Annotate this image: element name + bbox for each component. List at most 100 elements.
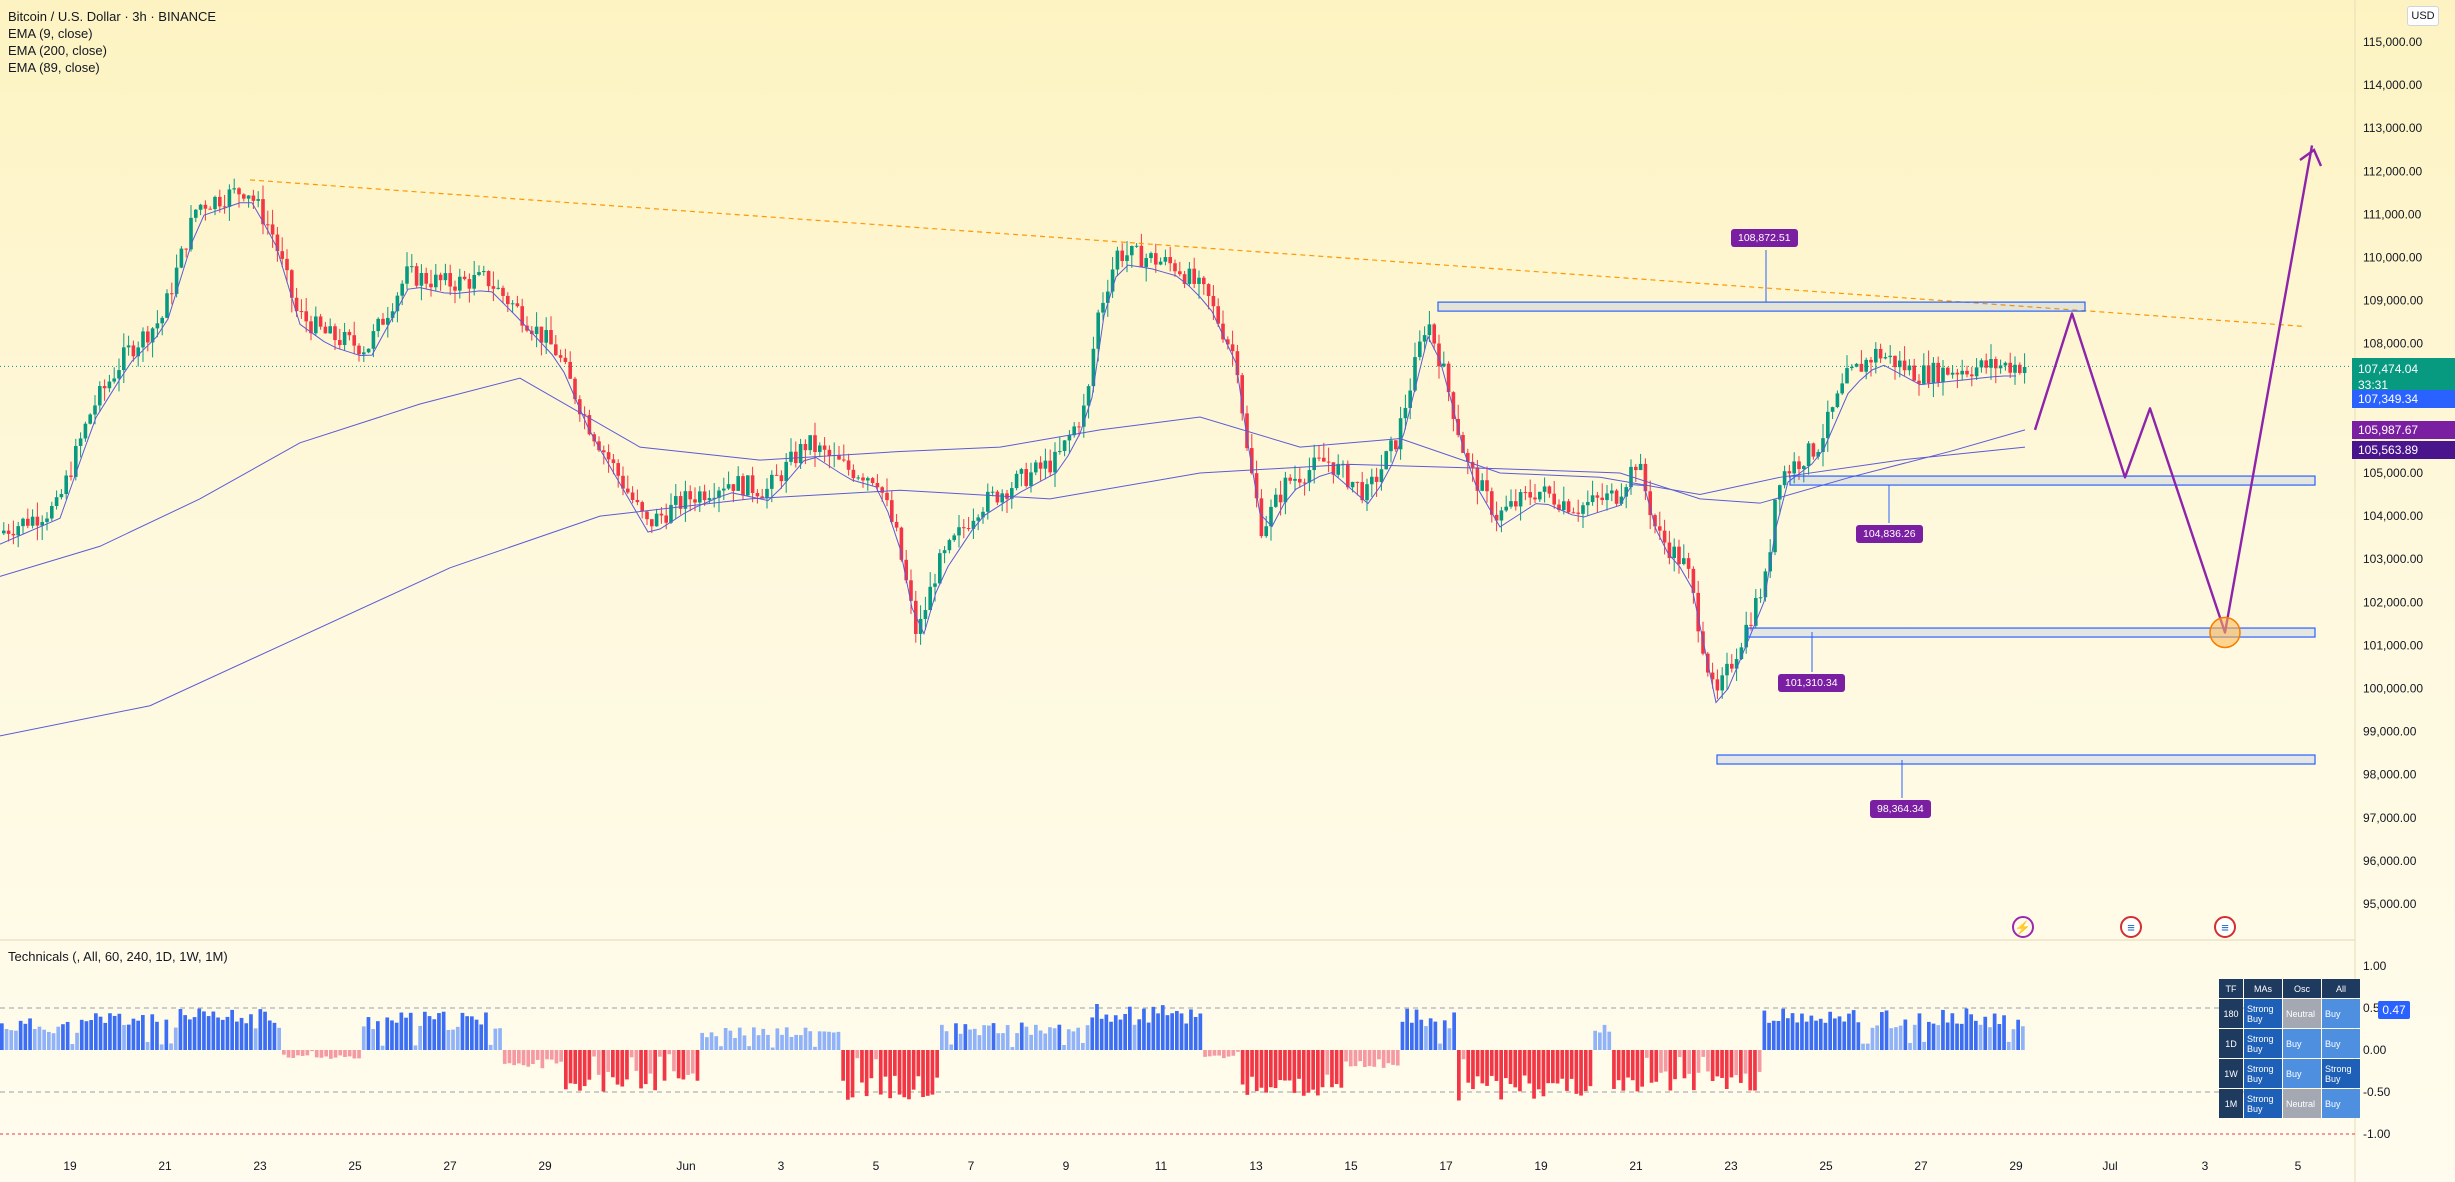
histogram-bar bbox=[479, 1024, 484, 1050]
histogram-bar bbox=[1781, 1008, 1785, 1050]
candle-body bbox=[1374, 476, 1379, 482]
projection-arrowhead bbox=[2299, 148, 2323, 167]
histogram-bar bbox=[1292, 1050, 1297, 1093]
candle-body bbox=[1278, 494, 1283, 503]
histogram-bar bbox=[1363, 1050, 1367, 1067]
candle-body bbox=[410, 266, 414, 268]
histogram-bar bbox=[719, 1046, 723, 1050]
histogram-bar bbox=[126, 1024, 131, 1050]
histogram-bar bbox=[1941, 1009, 1945, 1050]
us-flag-event-icon[interactable]: ≡ bbox=[2120, 916, 2142, 938]
histogram-bar bbox=[766, 1034, 770, 1050]
histogram-bar bbox=[1645, 1050, 1649, 1058]
candle-body bbox=[1240, 375, 1244, 414]
time-axis-label: 17 bbox=[1439, 1159, 1453, 1173]
candle-body bbox=[314, 316, 318, 334]
candle-body bbox=[366, 348, 371, 353]
histogram-bar bbox=[512, 1050, 516, 1066]
technicals-indicator-label[interactable]: Technicals (, All, 60, 240, 1D, 1W, 1M) bbox=[8, 949, 228, 964]
candle-body bbox=[1360, 482, 1364, 501]
histogram-bar bbox=[545, 1050, 549, 1060]
histogram-bar bbox=[662, 1050, 667, 1081]
candle-body bbox=[424, 273, 428, 284]
histogram-bar bbox=[1287, 1050, 1292, 1081]
histogram-bar bbox=[1654, 1050, 1659, 1082]
candle-body bbox=[1552, 493, 1556, 505]
candle-body bbox=[1139, 245, 1144, 268]
candle-body bbox=[126, 345, 131, 348]
histogram-bar bbox=[225, 1016, 230, 1050]
histogram-bar bbox=[1668, 1050, 1673, 1091]
candle-body bbox=[1283, 477, 1288, 503]
candle-body bbox=[1432, 324, 1436, 344]
candle-body bbox=[578, 399, 582, 415]
histogram-bar bbox=[1776, 1021, 1781, 1050]
candle-body bbox=[1691, 568, 1696, 593]
table-row: 1D Strong Buy Buy Buy bbox=[2219, 1029, 2360, 1058]
histogram-bar bbox=[535, 1050, 540, 1060]
candle-body bbox=[1370, 476, 1374, 485]
candle-body bbox=[1398, 418, 1403, 450]
level-badge-1[interactable]: 108,872.51 bbox=[1731, 229, 1798, 247]
histogram-bar bbox=[972, 1028, 977, 1050]
histogram-bar bbox=[4, 1029, 9, 1050]
currency-button[interactable]: USD bbox=[2407, 6, 2439, 26]
candle-body bbox=[54, 497, 59, 507]
candle-body bbox=[712, 497, 716, 499]
candle-body bbox=[904, 559, 908, 581]
histogram-bar bbox=[526, 1050, 531, 1067]
candle-body bbox=[1874, 348, 1878, 363]
histogram-bar bbox=[28, 1018, 32, 1050]
histogram-bar bbox=[1795, 1022, 1800, 1050]
candle-body bbox=[1221, 323, 1225, 340]
symbol-title[interactable]: Bitcoin / U.S. Dollar · 3h · BINANCE bbox=[8, 9, 217, 24]
histogram-bar bbox=[601, 1050, 606, 1092]
candle-body bbox=[362, 352, 366, 355]
us-flag-event-icon[interactable]: ≡ bbox=[2214, 916, 2236, 938]
candle-body bbox=[1043, 460, 1048, 469]
histogram-bar bbox=[502, 1050, 507, 1064]
histogram-bar bbox=[32, 1029, 37, 1050]
histogram-bar bbox=[1400, 1021, 1405, 1050]
candle-body bbox=[294, 297, 299, 312]
histogram-bar bbox=[1438, 1043, 1442, 1050]
histogram-bar bbox=[799, 1035, 803, 1050]
candle-body bbox=[947, 540, 952, 551]
candle-body bbox=[1134, 245, 1139, 247]
histogram-bar bbox=[324, 1050, 328, 1057]
lightning-event-icon[interactable]: ⚡ bbox=[2012, 916, 2034, 938]
candle-body bbox=[227, 189, 232, 207]
candle-body bbox=[189, 217, 193, 250]
level-badge-4[interactable]: 98,364.34 bbox=[1870, 800, 1931, 818]
histogram-bar bbox=[70, 1044, 75, 1050]
histogram-bar bbox=[1128, 1006, 1132, 1050]
candle-body bbox=[1960, 370, 1964, 375]
histogram-bar bbox=[42, 1029, 46, 1050]
histogram-bar bbox=[1043, 1033, 1048, 1050]
candle-body bbox=[2018, 364, 2022, 374]
histogram-bar bbox=[921, 1050, 925, 1098]
candle-body bbox=[1120, 250, 1124, 261]
candle-body bbox=[894, 521, 899, 528]
ema-9-label[interactable]: EMA (9, close) bbox=[8, 26, 93, 41]
level-badge-3[interactable]: 101,310.34 bbox=[1778, 674, 1845, 692]
histogram-bar bbox=[1875, 1025, 1879, 1050]
histogram-bar bbox=[996, 1033, 1001, 1050]
histogram-bar bbox=[1325, 1050, 1330, 1075]
candle-body bbox=[1206, 284, 1211, 296]
candle-body bbox=[928, 586, 932, 611]
candle-body bbox=[981, 511, 985, 518]
histogram-bar bbox=[484, 1012, 488, 1050]
level-badge-2[interactable]: 104,836.26 bbox=[1856, 525, 1923, 543]
ema-89-label[interactable]: EMA (89, close) bbox=[8, 60, 100, 75]
candle-body bbox=[328, 326, 332, 334]
candle-body bbox=[1365, 484, 1369, 501]
time-axis-label: 3 bbox=[2202, 1159, 2209, 1173]
histogram-bar bbox=[1715, 1050, 1720, 1077]
ema-200-label[interactable]: EMA (200, close) bbox=[8, 43, 107, 58]
candle-body bbox=[270, 224, 275, 235]
histogram-bar bbox=[667, 1050, 672, 1055]
histogram-bar bbox=[940, 1024, 944, 1050]
